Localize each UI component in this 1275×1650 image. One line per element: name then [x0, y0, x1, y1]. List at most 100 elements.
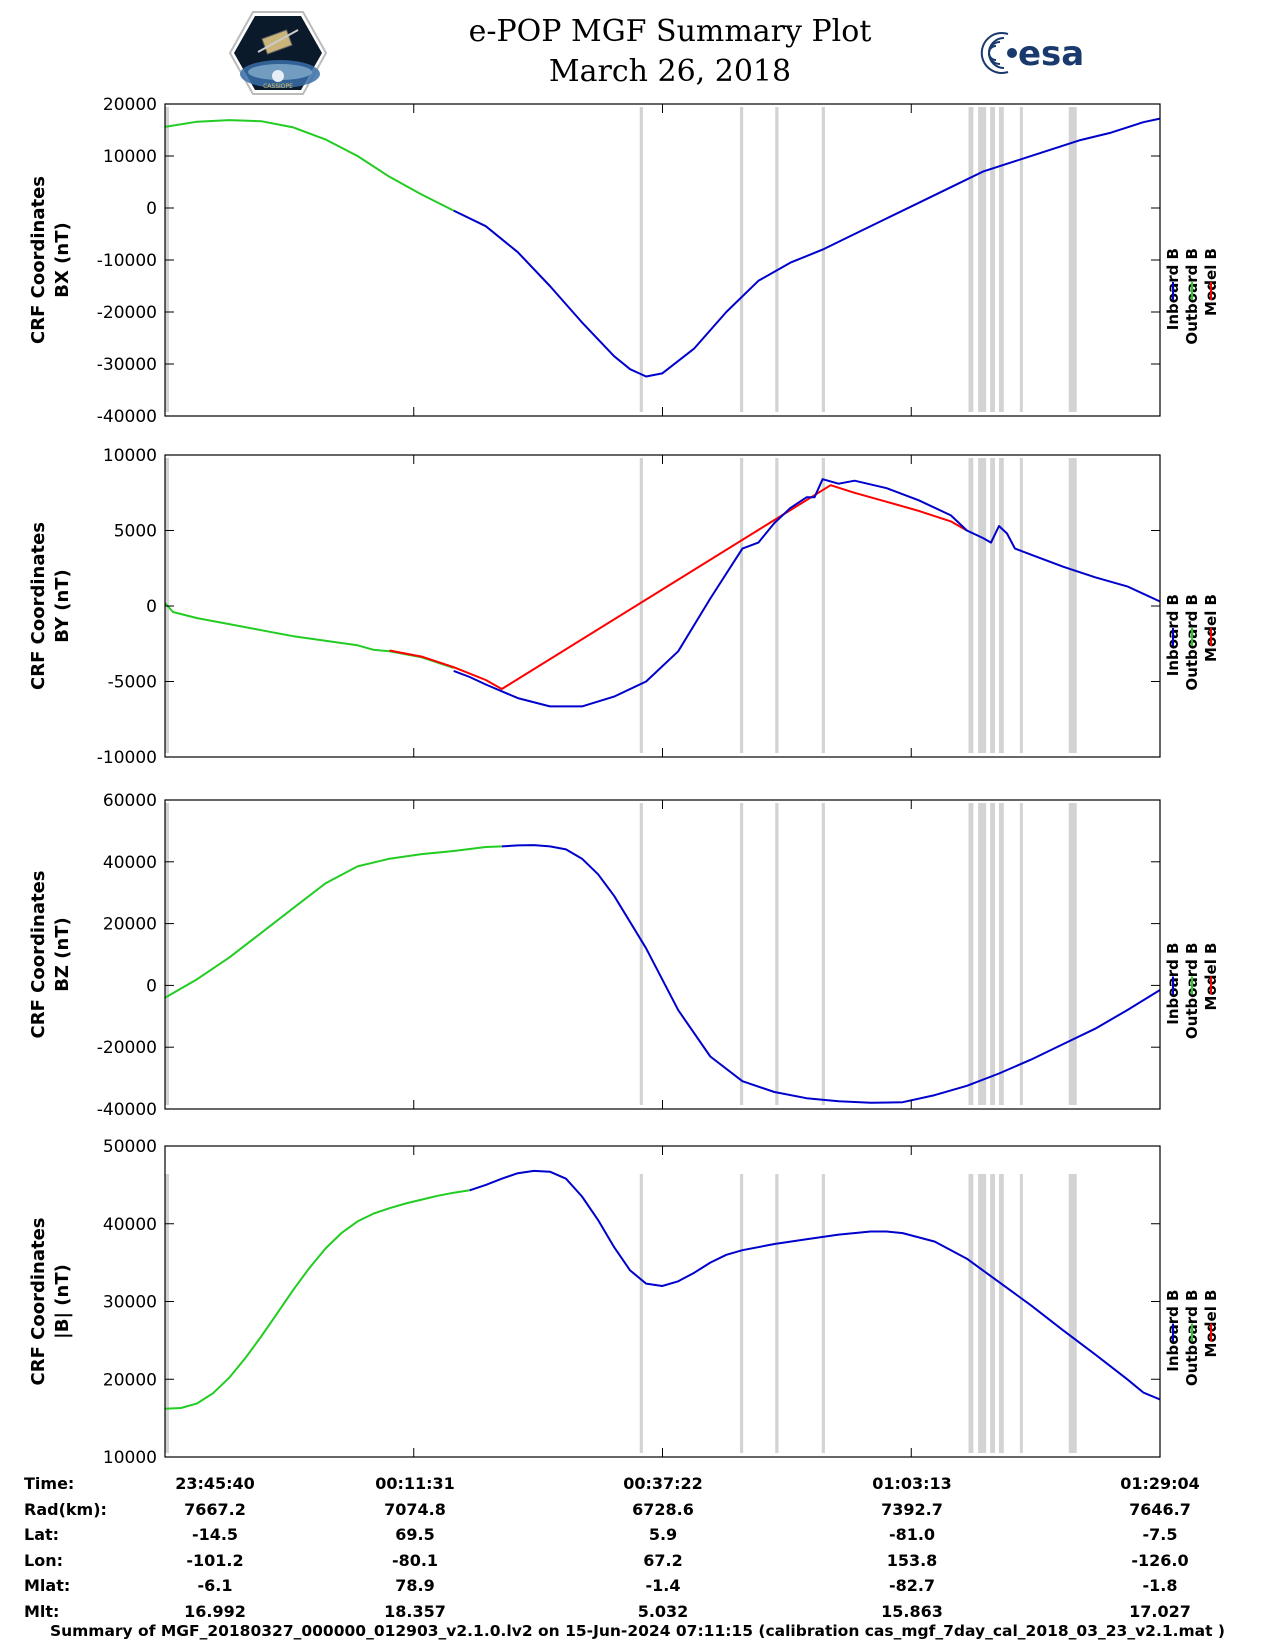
y-axis-label: BX (nT)	[52, 222, 73, 297]
data-gap-bar	[1068, 107, 1077, 412]
data-gap-bar	[775, 458, 779, 753]
orbit-cell: -126.0	[1131, 1550, 1189, 1570]
plot-panel-1: 20000 10000 0 -10000 -20000 -30000 -40000 CRF C…	[28, 95, 1220, 427]
y-tick-label: 10000	[103, 446, 157, 466]
orbit-cell: 7646.7	[1129, 1499, 1191, 1519]
data-gap-bar	[775, 803, 779, 1105]
orbit-cell: -6.1	[197, 1576, 233, 1595]
orbit-row-label: Mlt:	[24, 1601, 60, 1621]
series-line-inboard-b	[469, 1169, 1161, 1401]
series-line-model-b	[389, 484, 968, 690]
orbit-cell: 67.2	[643, 1550, 683, 1570]
data-gap-bar	[739, 458, 744, 753]
data-gap-bar	[998, 803, 1004, 1105]
data-gap-bar	[1019, 803, 1023, 1105]
data-gap-bar	[998, 107, 1004, 412]
y-tick-label: 50000	[103, 1137, 157, 1157]
data-gap-bar	[990, 107, 995, 412]
data-gap-bar	[1068, 1174, 1077, 1453]
data-gap-bar	[739, 107, 744, 412]
esa-logo: esa	[980, 32, 1084, 74]
orbit-cell: 7392.7	[881, 1499, 943, 1519]
data-gap-bar	[165, 803, 170, 1105]
plot-frame	[164, 1145, 1161, 1458]
y-tick-label: 0	[146, 597, 157, 617]
orbit-cell: 7667.2	[184, 1499, 246, 1519]
series-line-outboard-b	[164, 1189, 470, 1410]
y-tick-label: 10000	[103, 147, 157, 167]
series-line-outboard-b	[164, 845, 502, 999]
data-gap-bar	[739, 803, 744, 1105]
series-line-inboard-b	[453, 117, 1161, 378]
y-tick-label: 5000	[114, 522, 157, 542]
y-tick-label: 0	[146, 199, 157, 219]
data-gap-bar	[998, 1174, 1004, 1453]
y-axis-label: |B| (nT)	[52, 1264, 73, 1339]
orbit-cell: 15.863	[881, 1601, 943, 1621]
data-gap-bar	[968, 803, 974, 1105]
y-tick-label: -40000	[97, 407, 157, 427]
data-gap-bar	[165, 1174, 170, 1453]
y-tick-label: -10000	[97, 251, 157, 271]
esa-logo-text: esa	[1018, 34, 1084, 74]
y-axis-label: CRF Coordinates	[28, 176, 49, 344]
orbit-cell: 17.027	[1129, 1601, 1191, 1621]
data-gap-bar	[968, 107, 974, 412]
plot-panel-4: 50000 40000 30000 20000 10000 CRF Coordinates…	[28, 1137, 1220, 1468]
magnetic-field-plots: 20000 10000 0 -10000 -20000 -30000 -40000 CRF C…	[28, 95, 1220, 1468]
y-axis-label: CRF Coordinates	[28, 522, 49, 690]
y-tick-label: 20000	[103, 915, 157, 935]
y-axis-label: CRF Coordinates	[28, 1218, 49, 1386]
series-line-inboard-b	[501, 844, 1161, 1104]
data-gap-bar	[1019, 458, 1023, 753]
orbit-row-label: Rad(km):	[24, 1499, 107, 1519]
data-gap-bar	[968, 458, 974, 753]
y-tick-label: -20000	[97, 303, 157, 323]
data-gap-bar	[775, 107, 779, 412]
y-tick-label: 20000	[103, 95, 157, 115]
y-tick-label: -10000	[97, 748, 157, 768]
data-gap-bar	[821, 803, 825, 1105]
legend-label: Model B	[1202, 1290, 1220, 1358]
orbit-row-label: Mlat:	[24, 1576, 71, 1595]
y-tick-label: -30000	[97, 355, 157, 375]
legend-label: Model B	[1202, 248, 1220, 316]
orbit-cell: 5.9	[648, 1525, 678, 1544]
y-tick-label: 20000	[103, 1370, 157, 1390]
data-gap-bar	[1019, 107, 1023, 412]
data-gap-bar	[639, 458, 643, 753]
plot-panel-3: 60000 40000 20000 0 -20000 -40000 CRF Coordina…	[28, 791, 1220, 1120]
plot-frame	[164, 454, 1161, 758]
chart-title-line-1: e-POP MGF Summary Plot	[468, 14, 872, 49]
orbit-cell: 5.032	[637, 1601, 689, 1621]
plot-panel-2: 10000 5000 0 -5000 -10000 CRF Coordinates BY (…	[28, 446, 1220, 768]
y-tick-label: 10000	[103, 1448, 157, 1468]
data-gap-bar	[978, 107, 987, 412]
orbit-cell: -7.5	[1142, 1525, 1178, 1544]
orbit-cell: -82.7	[888, 1576, 936, 1595]
orbit-cell: -1.8	[1142, 1576, 1178, 1595]
data-gap-bar	[639, 803, 643, 1105]
series-line-inboard-b	[453, 478, 1161, 708]
data-gap-bar	[639, 1174, 643, 1453]
data-gap-bar	[998, 458, 1004, 753]
data-gap-bar	[821, 107, 825, 412]
orbit-cell: 18.357	[384, 1601, 446, 1621]
orbit-cell: 69.5	[395, 1525, 435, 1544]
y-axis-label: BZ (nT)	[52, 917, 73, 992]
y-tick-label: 60000	[103, 791, 157, 811]
data-gap-bar	[821, 1174, 825, 1453]
y-tick-label: 40000	[103, 853, 157, 873]
data-gap-bar	[978, 803, 987, 1105]
orbit-cell: -1.4	[645, 1576, 681, 1595]
data-gap-bar	[968, 1174, 974, 1453]
data-gap-bar	[639, 107, 643, 412]
orbit-cell: -14.5	[191, 1525, 239, 1544]
series-line-outboard-b	[164, 602, 455, 669]
y-axis-label: BY (nT)	[52, 569, 73, 643]
series-line-outboard-b	[164, 119, 455, 212]
data-gap-bar	[990, 803, 995, 1105]
data-gap-bar	[990, 1174, 995, 1453]
orbit-cell: 7074.8	[384, 1499, 446, 1519]
footer-summary: Summary of MGF_20180327_000000_012903_v2…	[49, 1622, 1226, 1640]
